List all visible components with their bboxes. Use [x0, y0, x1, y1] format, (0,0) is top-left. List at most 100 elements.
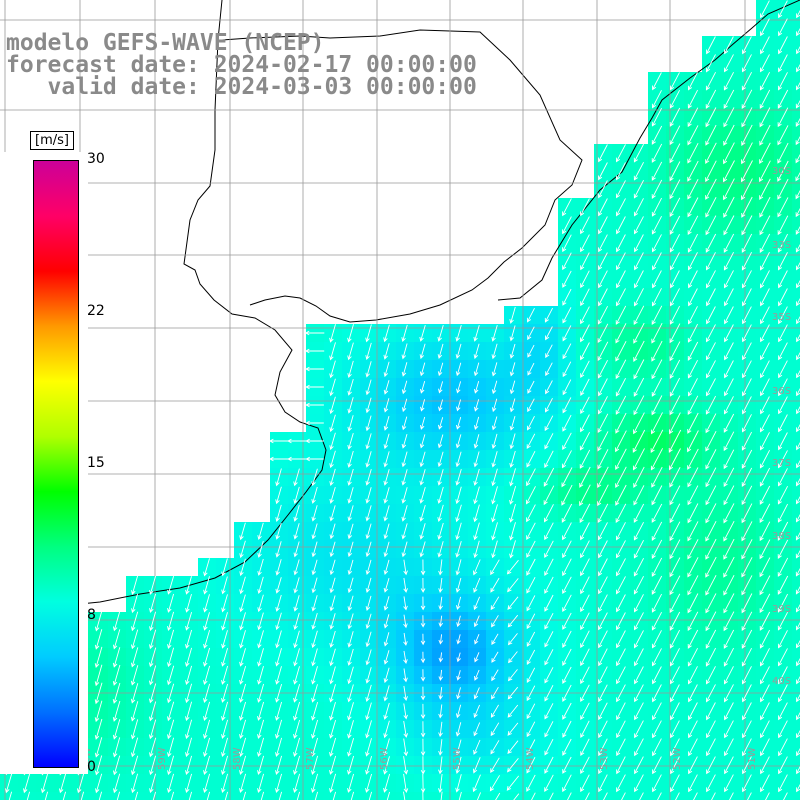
wind-arrow [616, 252, 626, 271]
wind-arrow [491, 615, 499, 628]
wind-cell [756, 792, 774, 800]
colorbar-tick-8: 8 [87, 607, 96, 623]
wind-arrow [531, 792, 536, 800]
wind-arrow [167, 647, 175, 668]
wind-arrow [474, 634, 480, 645]
wind-arrow [206, 791, 211, 800]
wind-cell [54, 792, 72, 800]
wind-arrow [275, 522, 282, 540]
wind-arrow [796, 423, 800, 433]
wind-arrow [507, 686, 519, 700]
wind-arrow [633, 216, 644, 235]
wind-arrow [795, 207, 800, 218]
wind-arrow [221, 665, 229, 685]
latitude-labels: 30S 33S 35S 36S 37S 38S 39S 40S [772, 166, 791, 687]
wind-arrow [724, 36, 734, 55]
wind-arrow [580, 594, 590, 613]
wind-arrow [561, 484, 573, 506]
wind-arrow [383, 650, 390, 665]
wind-arrow [796, 747, 800, 757]
wind-arrow [383, 596, 390, 611]
wind-arrow [526, 558, 536, 576]
wind-arrow [669, 252, 680, 271]
wind-arrow [652, 666, 662, 685]
wind-arrow [491, 433, 498, 450]
wind-arrow [616, 216, 626, 235]
wind-arrow [130, 647, 139, 668]
wind-arrow [687, 178, 699, 200]
wind-arrow [403, 614, 408, 629]
wind-arrow [456, 381, 462, 394]
wind-arrow [687, 378, 698, 397]
wind-arrow [347, 773, 355, 793]
wind-cell [540, 792, 558, 800]
wind-cell [792, 54, 800, 72]
wind-arrow [651, 359, 663, 380]
wind-arrow [652, 270, 662, 289]
wind-arrow [509, 485, 517, 505]
wind-arrow [455, 434, 462, 449]
wind-arrow [347, 755, 355, 775]
wind-arrow [741, 178, 753, 201]
wind-arrow [403, 668, 408, 683]
wind-arrow [365, 361, 372, 378]
wind-arrow [544, 721, 554, 738]
wind-arrow [580, 216, 590, 235]
wind-arrow [796, 9, 800, 19]
wind-arrow [365, 342, 372, 360]
wind-arrow [239, 558, 246, 577]
wind-arrow [670, 756, 680, 775]
wind-arrow [332, 791, 337, 800]
wind-arrow [134, 791, 139, 800]
wind-arrow [723, 233, 735, 253]
wind-arrow [491, 468, 498, 487]
wind-arrow [759, 215, 771, 236]
wind-arrow [221, 755, 229, 775]
wind-arrow [741, 467, 753, 487]
wind-arrow [777, 611, 788, 631]
wind-arrow [347, 468, 354, 486]
wind-arrow [455, 756, 462, 775]
wind-arrow [706, 738, 716, 757]
wind-arrow [149, 575, 157, 595]
wind-arrow [257, 594, 264, 613]
wind-arrow [634, 666, 644, 685]
wind-arrow [652, 738, 662, 757]
wind-arrow [598, 756, 608, 775]
wind-arrow [741, 629, 753, 649]
wind-arrow [257, 755, 265, 776]
wind-arrow [651, 107, 662, 127]
wind-arrow [579, 503, 591, 524]
wind-arrow [304, 348, 325, 354]
wind-arrow [305, 384, 324, 390]
wind-arrow [723, 142, 735, 165]
wind-arrow [669, 593, 681, 614]
wind-arrow [403, 791, 406, 800]
wind-arrow [705, 342, 716, 361]
wind-arrow [616, 270, 626, 289]
wind-arrow [420, 596, 426, 611]
wind-arrow [419, 416, 426, 430]
wind-arrow [633, 359, 645, 380]
wind-arrow [221, 773, 229, 793]
wind-arrow [759, 251, 770, 271]
wind-arrow [796, 639, 800, 649]
wind-arrow [365, 720, 372, 739]
wind-arrow [651, 215, 662, 235]
wind-arrow [275, 468, 282, 487]
latitude-label: 35S [772, 312, 791, 323]
wind-arrow [293, 737, 301, 758]
wind-arrow [741, 521, 753, 542]
latitude-label: 39S [772, 604, 791, 615]
wind-arrow [437, 434, 444, 449]
wind-arrow [778, 324, 788, 343]
wind-arrow [365, 613, 372, 630]
wind-arrow [705, 124, 717, 146]
wind-arrow [490, 577, 500, 593]
wind-arrow [94, 629, 103, 650]
wind-arrow [615, 288, 626, 307]
wind-arrow [669, 359, 681, 379]
wind-arrow [365, 595, 372, 611]
wind-arrow [526, 613, 536, 630]
